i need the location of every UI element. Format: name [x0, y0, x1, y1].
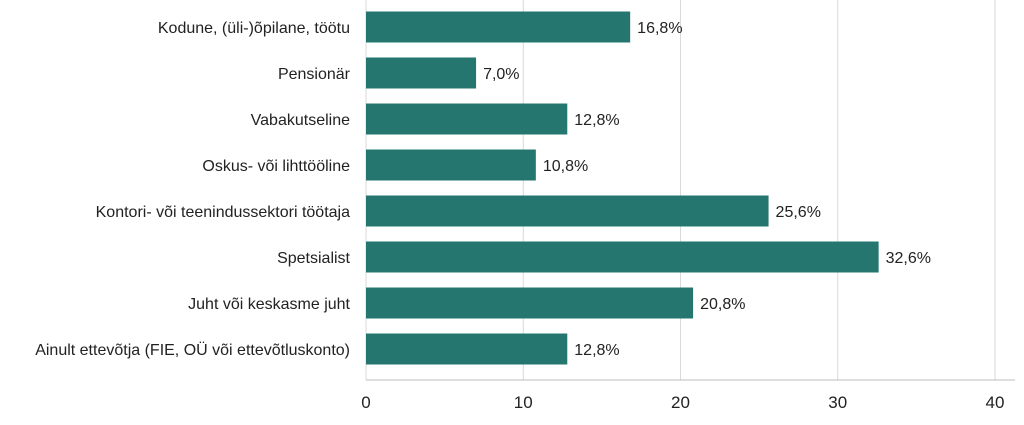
- x-tick-label: 40: [986, 393, 1005, 412]
- bar: [366, 149, 536, 181]
- x-tick-label: 30: [828, 393, 847, 412]
- category-label: Ainult ettevõtja (FIE, OÜ või ettevõtlus…: [35, 341, 350, 359]
- x-tick-label: 0: [361, 393, 370, 412]
- category-label: Oskus- või lihttööline: [202, 158, 350, 175]
- bar: [366, 195, 769, 227]
- bar: [366, 11, 631, 43]
- value-label: 12,8%: [574, 112, 619, 129]
- bar: [366, 103, 568, 135]
- bar: [366, 57, 477, 89]
- category-label: Juht või keskasme juht: [188, 296, 350, 313]
- category-label: Pensionär: [278, 66, 351, 83]
- category-label: Kodune, (üli-)õpilane, töötu: [158, 20, 350, 37]
- category-labels: Kodune, (üli-)õpilane, töötu Pensionär Vab…: [35, 20, 350, 359]
- x-tick-label: 10: [514, 393, 533, 412]
- value-label: 7,0%: [483, 66, 519, 83]
- category-label: Spetsialist: [277, 250, 350, 267]
- x-tick-label: 20: [671, 393, 690, 412]
- bar: [366, 287, 694, 319]
- x-axis-ticks: 0 10 20 30 40: [361, 393, 1004, 412]
- bar: [366, 241, 879, 273]
- value-label: 25,6%: [776, 204, 821, 221]
- value-labels: 16,8% 7,0% 12,8% 10,8% 25,6% 32,6% 20,8% 12,8%: [483, 20, 931, 359]
- value-label: 20,8%: [700, 296, 745, 313]
- bar: [366, 333, 568, 365]
- bars: [366, 11, 879, 365]
- grid-lines: [365, 0, 996, 380]
- value-label: 32,6%: [886, 250, 931, 267]
- value-label: 16,8%: [637, 20, 682, 37]
- value-label: 12,8%: [574, 342, 619, 359]
- category-label: Kontori- või teenindussektori töötaja: [96, 204, 350, 221]
- value-label: 10,8%: [543, 158, 588, 175]
- category-label: Vabakutseline: [251, 112, 350, 129]
